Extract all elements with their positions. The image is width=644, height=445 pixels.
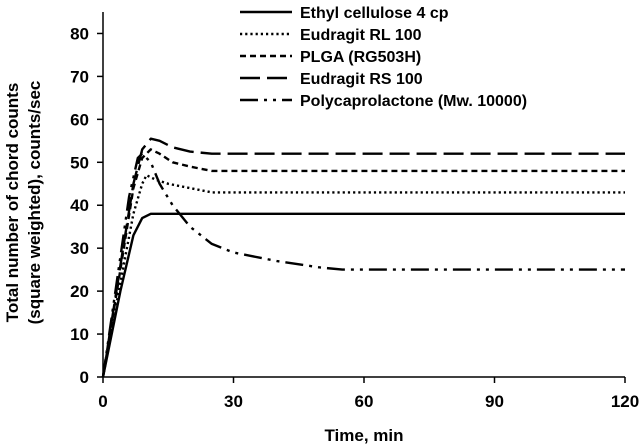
legend-label-3: PLGA (RG503H)	[300, 49, 421, 66]
y-tick-label: 20	[70, 282, 89, 301]
series-line-5	[101, 152, 625, 378]
y-tick-label: 10	[70, 325, 89, 344]
y-axis-title-line-2: (square weighted), counts/sec	[25, 81, 44, 325]
legend-label-2: Eudragit RL 100	[300, 27, 422, 44]
series-line-2	[101, 173, 625, 378]
y-tick-label: 50	[70, 153, 89, 172]
series-line-1	[101, 212, 625, 378]
y-tick-label: 0	[80, 368, 89, 387]
y-tick-label: 40	[70, 196, 89, 215]
x-tick-label: 90	[485, 392, 504, 411]
series-line-4	[101, 137, 625, 378]
legend-label-4: Eudragit RS 100	[300, 71, 423, 88]
x-axis-title: Time, min	[324, 426, 403, 445]
y-tick-label: 30	[70, 239, 89, 258]
x-tick-label: 60	[355, 392, 374, 411]
y-tick-label: 70	[70, 67, 89, 86]
legend-label-5: Polycaprolactone (Mw. 10000)	[300, 93, 527, 110]
y-axis-title-line-1: Total number of chord counts	[3, 83, 22, 323]
x-tick-label: 120	[611, 392, 639, 411]
series-line-3	[101, 148, 625, 378]
x-tick-label: 30	[224, 392, 243, 411]
ticks: 0 10 20 30 40 50 60 70 80 0 30 60 90 120	[70, 24, 639, 411]
series-group	[101, 137, 625, 378]
legend-label-1: Ethyl cellulose 4 cp	[300, 5, 449, 22]
axes	[102, 12, 625, 378]
legend: Ethyl cellulose 4 cp Eudragit RL 100 PLGA …	[240, 5, 527, 110]
x-tick-label: 0	[98, 392, 107, 411]
y-tick-label: 80	[70, 24, 89, 43]
y-tick-label: 60	[70, 110, 89, 129]
